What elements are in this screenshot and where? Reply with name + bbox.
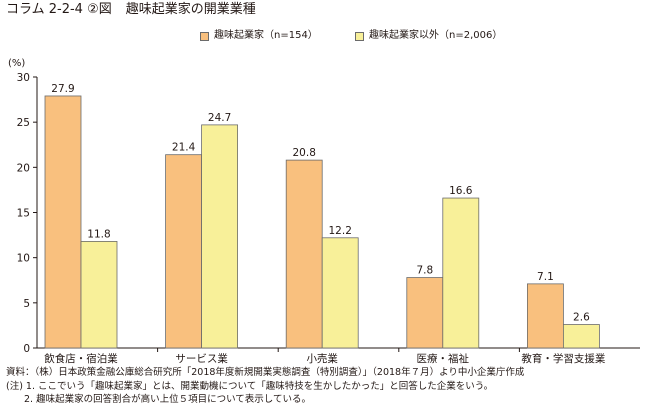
data-label: 2.6 [573, 312, 590, 324]
x-tick-label: 飲食店・宿泊業 [44, 352, 118, 365]
bar [406, 277, 444, 349]
y-tick-label: 0 [23, 343, 30, 355]
x-tick-label: 小売業 [306, 352, 338, 365]
y-tick-label: 5 [23, 298, 30, 310]
legend-swatch-hobby [200, 31, 209, 41]
data-label: 7.8 [416, 265, 433, 277]
data-label: 24.7 [208, 112, 231, 124]
source-note: 資料：（株）日本政策金融公庫総合研究所「2018年度新規開業実態調査（特別調査）… [6, 367, 525, 378]
legend-swatch-non-hobby [355, 31, 364, 41]
notes: 資料：（株）日本政策金融公庫総合研究所「2018年度新規開業実態調査（特別調査）… [6, 366, 524, 407]
data-label: 7.1 [537, 271, 554, 283]
data-label: 20.8 [293, 147, 316, 159]
bar [80, 241, 118, 349]
chart-title-block: コラム 2-2-4 ②図 趣味起業家の開業業種 [6, 2, 256, 18]
legend-item-non-hobby: 趣味起業家以外（n=2,006） [355, 30, 502, 42]
chart-title: 趣味起業家の開業業種 [125, 2, 256, 17]
figure-number: コラム 2-2-4 ②図 [6, 2, 112, 17]
x-tick-label: サービス業 [175, 352, 228, 365]
x-tick-label: 教育・学習支援業 [521, 352, 605, 365]
y-tick-label: 15 [17, 208, 30, 220]
y-tick-label: 30 [17, 72, 30, 84]
data-label: 16.6 [449, 185, 473, 197]
legend: 趣味起業家（n=154） 趣味起業家以外（n=2,006） [200, 30, 536, 45]
bar [442, 197, 480, 349]
y-tick-label: 20 [17, 162, 30, 174]
note-2: 2. 趣味起業家の回答割合が高い上位５項目について表示している。 [24, 394, 312, 405]
legend-label-hobby: 趣味起業家（n=154） [214, 30, 318, 41]
data-label: 11.8 [87, 228, 110, 240]
legend-label-non-hobby: 趣味起業家以外（n=2,006） [369, 30, 503, 41]
y-axis-unit: (%) [8, 58, 26, 69]
x-tick-label: 医療・福祉 [417, 352, 470, 365]
y-tick-label: 25 [17, 117, 30, 129]
bar [44, 95, 82, 349]
bar [321, 237, 359, 349]
y-tick-label: 10 [17, 253, 30, 265]
data-label: 27.9 [51, 83, 74, 95]
bar [285, 159, 323, 349]
legend-item-hobby: 趣味起業家（n=154） [200, 30, 318, 42]
bar [527, 283, 564, 349]
bar-chart: 0 5 10 15 20 25 30 27.9 11.8 飲食店・宿泊業 21.4 24.7 サービス業… [17, 72, 640, 365]
data-label: 21.4 [172, 142, 196, 154]
bar [165, 154, 203, 349]
data-label: 12.2 [329, 225, 352, 237]
note-1: (注) 1. ここでいう「趣味起業家」とは、開業動機について「趣味特技を生かした… [6, 380, 494, 392]
bar [563, 324, 600, 349]
bar [201, 124, 239, 349]
